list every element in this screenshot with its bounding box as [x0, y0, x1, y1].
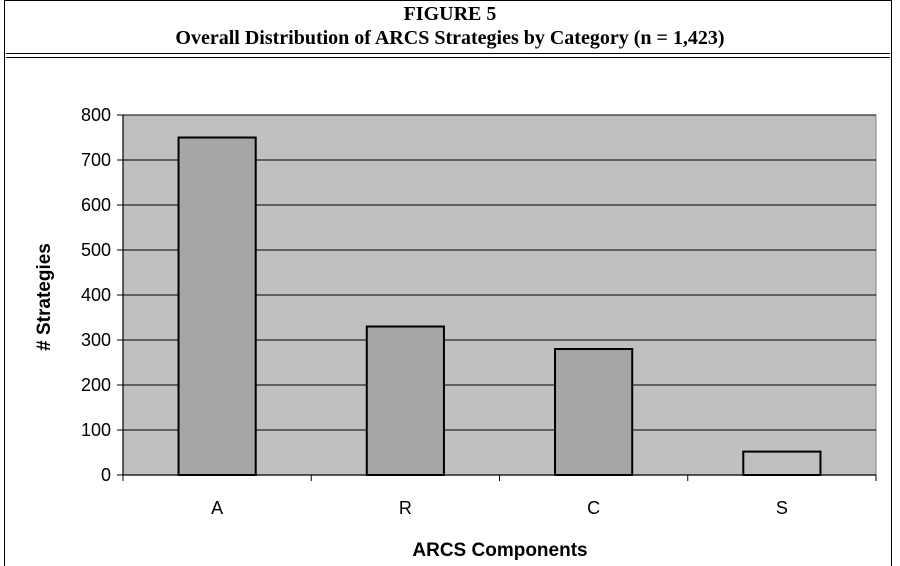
x-tick-label: R: [399, 498, 412, 518]
y-tick-label: 200: [81, 375, 111, 395]
figure-number: FIGURE 5: [403, 3, 497, 25]
x-tick-label: A: [211, 498, 223, 518]
y-tick-label: 0: [101, 465, 111, 485]
y-axis-title: # Strategies: [34, 243, 55, 351]
title-rule-bottom: [6, 57, 890, 58]
bars: [177, 136, 822, 477]
y-tick-labels: 0 100 200 300 400 500 600 700 800: [81, 105, 111, 485]
bar-a: [177, 136, 257, 476]
y-tick-label: 800: [81, 105, 111, 125]
x-tick-label: C: [587, 498, 600, 518]
bar-r: [365, 325, 445, 476]
x-axis-title: ARCS Components: [412, 540, 587, 561]
y-tick-label: 400: [81, 285, 111, 305]
x-tick-label: S: [776, 498, 788, 518]
axes: [117, 114, 877, 481]
figure-frame: [4, 0, 892, 566]
y-tick-label: 300: [81, 330, 111, 350]
y-tick-label: 100: [81, 420, 111, 440]
title-rule-top: [6, 53, 890, 54]
y-tick-label: 500: [81, 240, 111, 260]
bar-c: [554, 348, 634, 476]
y-tick-label: 700: [81, 150, 111, 170]
figure-title: Overall Distribution of ARCS Strategies …: [175, 27, 725, 49]
y-tick-label: 600: [81, 195, 111, 215]
bar-s: [742, 450, 822, 477]
